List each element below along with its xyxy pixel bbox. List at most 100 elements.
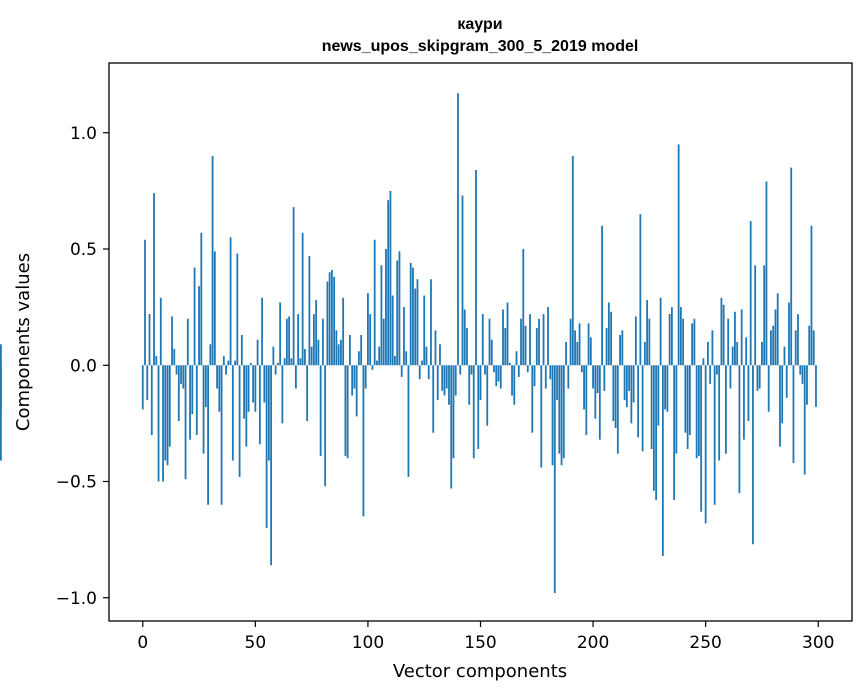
bar [598, 365, 601, 440]
bar [292, 207, 295, 366]
bar [150, 365, 153, 435]
bar [585, 365, 588, 435]
bar [281, 365, 284, 424]
bar [655, 365, 658, 501]
x-tick-label: 250 [689, 633, 721, 653]
bar [256, 339, 259, 366]
x-tick-label: 150 [464, 633, 496, 653]
bar [806, 365, 808, 405]
bar [788, 302, 790, 366]
bar [445, 365, 448, 389]
bar [725, 365, 727, 454]
bar [538, 318, 540, 366]
bar [650, 365, 653, 449]
bar [740, 309, 743, 366]
bar [470, 365, 473, 375]
bar [682, 318, 685, 366]
bar [767, 365, 770, 412]
bar [547, 307, 549, 366]
x-tick-label: 100 [352, 633, 384, 653]
y-tick-label: 1.0 [70, 124, 97, 144]
bar [628, 365, 630, 391]
bar [423, 295, 426, 366]
bar [812, 330, 815, 366]
bar [567, 365, 570, 389]
bar [542, 314, 545, 366]
bar [592, 365, 594, 389]
bar [481, 314, 484, 366]
bar [702, 358, 705, 366]
bar [227, 360, 230, 366]
bar [466, 328, 468, 366]
bar [511, 365, 513, 396]
bar [396, 260, 399, 366]
bar [371, 365, 374, 370]
bar [670, 307, 673, 366]
bar [414, 288, 417, 366]
bar [641, 365, 644, 452]
bar [488, 318, 491, 366]
bar [673, 365, 676, 501]
bar [666, 365, 669, 412]
bar [290, 358, 293, 366]
bar [630, 365, 633, 424]
bar [353, 365, 356, 389]
bar [515, 351, 518, 366]
bar [493, 365, 495, 373]
bar [490, 339, 493, 366]
bar [153, 193, 155, 366]
bar [376, 360, 378, 366]
bar [249, 362, 252, 366]
bar [394, 355, 396, 366]
bar [337, 344, 340, 366]
bar [191, 365, 194, 415]
bar [616, 365, 619, 454]
bar [166, 365, 169, 466]
bar [569, 318, 572, 366]
bar [794, 330, 797, 366]
bar [283, 358, 286, 366]
bar [589, 337, 592, 366]
bar [373, 239, 376, 366]
bar [236, 253, 239, 366]
bar [707, 342, 709, 366]
bar [783, 346, 786, 366]
bar [661, 365, 664, 556]
bar [614, 365, 617, 429]
bar [367, 293, 369, 366]
bar [722, 304, 725, 366]
bar [720, 297, 723, 366]
bar [200, 232, 203, 366]
bar [803, 365, 806, 475]
x-axis-ticks: 0 50 100 150 200 250 300 [137, 621, 834, 653]
bar [774, 309, 777, 366]
bar [772, 325, 775, 366]
bar [216, 365, 218, 389]
bar [688, 365, 691, 435]
bar [308, 255, 311, 366]
bar [204, 365, 207, 408]
bar [754, 265, 757, 366]
bar [407, 365, 410, 477]
bar [704, 365, 707, 524]
bar [698, 365, 700, 456]
bar [513, 365, 516, 405]
bar [171, 316, 173, 366]
bar [146, 365, 149, 401]
bar [448, 365, 450, 405]
bar [254, 365, 257, 412]
bar [801, 365, 804, 384]
bar [718, 365, 721, 461]
bar [497, 365, 500, 382]
bar [209, 344, 212, 366]
bar [238, 365, 241, 477]
bar [182, 365, 185, 389]
bar [790, 167, 793, 366]
bar [535, 328, 538, 366]
bar [193, 267, 196, 366]
bar [162, 365, 164, 482]
x-tick-label: 300 [802, 633, 834, 653]
bar [716, 365, 718, 375]
bar [202, 365, 205, 454]
